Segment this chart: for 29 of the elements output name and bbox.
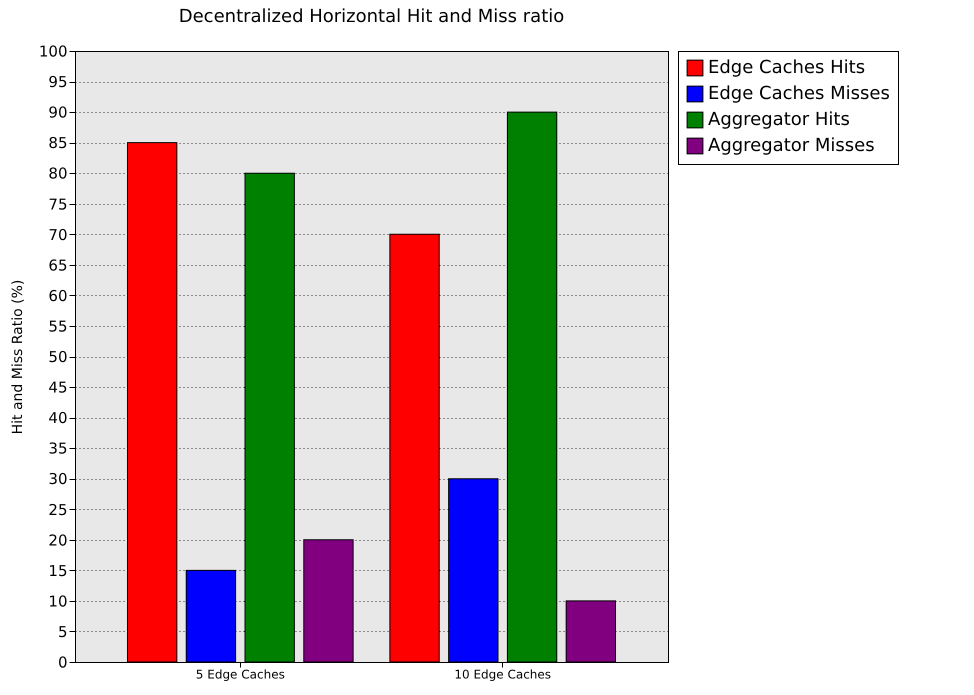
x-tick-label: 5 Edge Caches [196,668,285,682]
y-tick-label: 100 [38,42,68,60]
legend-label: Edge Caches Hits [708,57,866,78]
y-axis-title: Hit and Miss Ratio (%) [10,280,26,434]
legend-label: Aggregator Misses [708,135,875,156]
y-tick-label: 0 [58,654,68,672]
y-tick-label: 75 [48,195,68,214]
y-tick-label: 50 [48,348,68,366]
y-tick-label: 85 [48,134,68,152]
y-tick-label: 40 [48,409,68,428]
y-tick-label: 95 [48,73,68,92]
y-tick-label: 25 [48,500,68,519]
y-tick-label: 60 [48,286,68,305]
y-tick-label: 30 [48,470,68,488]
y-tick-label: 45 [48,378,68,397]
y-tick-label: 65 [48,256,68,274]
chart-title: Decentralized Horizontal Hit and Miss ratio [178,6,564,27]
legend-label: Edge Caches Misses [708,83,890,104]
y-tick-label: 10 [48,592,68,610]
y-tick-label: 15 [48,562,68,580]
y-tick-label: 5 [58,622,68,641]
legend-label: Aggregator Hits [708,109,850,130]
y-tick-label: 90 [48,104,68,122]
y-tick-label: 70 [48,226,68,244]
y-tick-label: 80 [48,164,68,183]
x-tick-label: 10 Edge Caches [454,668,552,682]
y-tick-label: 35 [48,440,68,458]
y-tick-label: 20 [48,531,68,550]
y-tick-label: 55 [48,317,68,336]
